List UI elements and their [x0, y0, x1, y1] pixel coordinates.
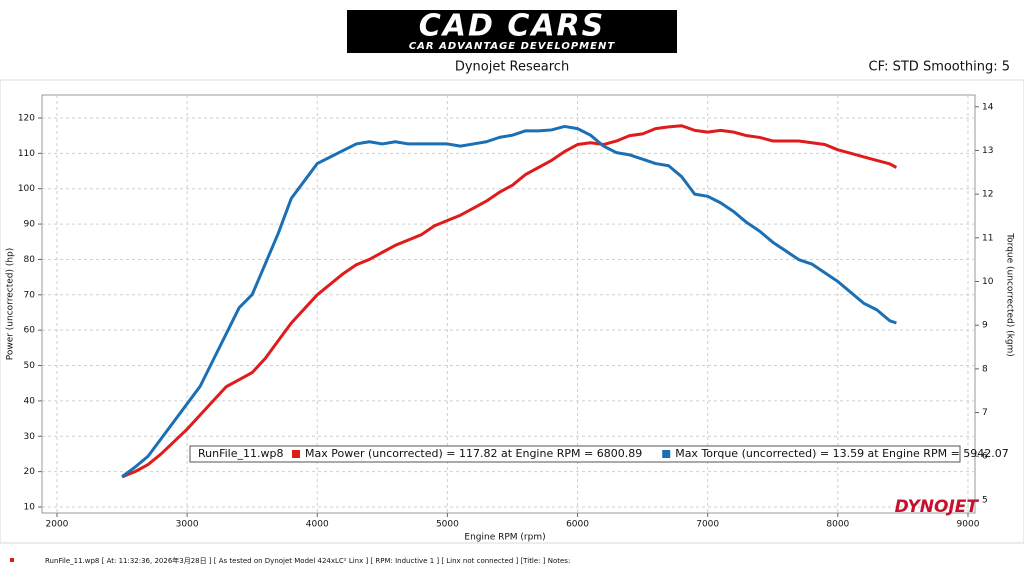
logo-subtitle: CAR ADVANTAGE DEVELOPMENT	[409, 41, 615, 52]
x-tick-label: 4000	[306, 520, 329, 530]
series-line	[121, 124, 897, 478]
x-tick-label: 7000	[696, 520, 719, 530]
y2-tick-label: 11	[982, 233, 993, 243]
x-tick-label: 9000	[957, 520, 980, 530]
y2-tick-label: 6	[982, 452, 988, 462]
x-tick-label: 6000	[566, 520, 589, 530]
legend-title: RunFile_11.wp8	[198, 447, 283, 460]
legend-label: Max Torque (uncorrected) = 13.59 at Engi…	[675, 447, 1009, 460]
footer-marker	[10, 558, 14, 562]
y2-tick-label: 14	[982, 102, 994, 112]
legend-swatch	[292, 450, 300, 458]
chart-title: Dynojet Research	[455, 60, 569, 75]
watermark: DYNOJET	[895, 497, 980, 517]
y2-tick-label: 9	[982, 321, 988, 331]
y2-tick-label: 10	[982, 277, 994, 287]
y2-tick-label: 12	[982, 190, 993, 200]
y-tick-label: 80	[24, 255, 36, 265]
logo-box	[347, 10, 677, 53]
legend-swatch	[662, 450, 671, 458]
y-tick-label: 20	[24, 467, 36, 477]
y-tick-label: 90	[24, 220, 36, 230]
x-tick-label: 8000	[826, 520, 849, 530]
annotation: CF: STD Smoothing: 5	[869, 60, 1010, 75]
y2-tick-label: 7	[982, 408, 988, 418]
y-tick-label: 110	[18, 149, 35, 159]
y-tick-label: 30	[24, 432, 36, 442]
legend-label: Max Power (uncorrected) = 117.82 at Engi…	[305, 447, 642, 460]
x-tick-label: 5000	[436, 520, 459, 530]
plot-area	[41, 94, 976, 514]
y2-tick-label: 8	[982, 364, 988, 374]
y2-axis-label: Torque (uncorrected) (kgm)	[1005, 232, 1015, 357]
legend-box	[189, 445, 961, 463]
y-tick-label: 50	[24, 361, 36, 371]
y-tick-label: 100	[18, 184, 35, 194]
series-line	[121, 124, 898, 479]
y2-tick-label: 13	[982, 146, 993, 156]
y-tick-label: 60	[24, 326, 36, 336]
logo-title: CAD CARS	[419, 9, 606, 44]
x-axis-label: Engine RPM (rpm)	[464, 533, 545, 543]
footer: RunFile_11.wp8 [ At: 11:32:36, 2026年3月28…	[45, 556, 570, 565]
x-tick-label: 2000	[46, 520, 69, 530]
y-tick-label: 10	[24, 502, 36, 512]
y2-tick-label: 5	[982, 495, 988, 505]
y-tick-label: 40	[24, 396, 36, 406]
y-tick-label: 70	[24, 290, 36, 300]
y-axis-label: Power (uncorrected) (hp)	[6, 248, 16, 361]
y-tick-label: 120	[18, 113, 35, 123]
x-tick-label: 3000	[176, 520, 199, 530]
